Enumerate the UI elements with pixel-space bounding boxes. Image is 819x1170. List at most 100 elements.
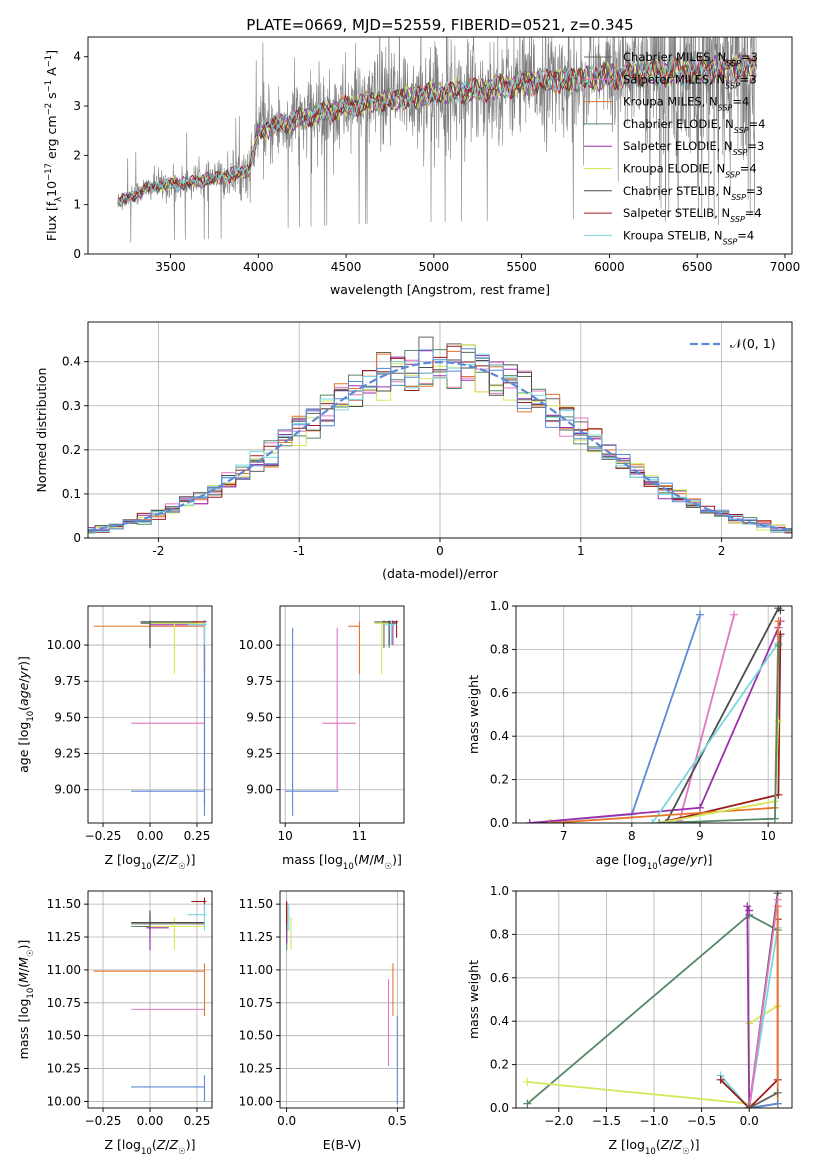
y-tick-label: 10.25	[239, 1062, 273, 1076]
y-tick-label: 9.75	[54, 674, 81, 688]
label-part: yr	[689, 852, 703, 867]
label-part: (	[658, 852, 663, 867]
mass-weight-line	[748, 899, 779, 1108]
y-tick-label: 10.25	[47, 1062, 81, 1076]
label-part: ☉	[384, 862, 392, 872]
label-part: )]	[186, 852, 196, 867]
data-point-marker	[774, 717, 783, 726]
legend-tail: =4	[732, 95, 749, 109]
y-tick-label: 0.2	[490, 773, 509, 787]
x-tick-label: −1.0	[639, 1114, 668, 1128]
label-part: /	[686, 852, 691, 867]
model-spectrum-line	[117, 52, 757, 205]
label-part: age [log	[16, 722, 31, 773]
x-tick-label: 8	[628, 829, 636, 843]
y-tick-label: 10.50	[239, 1029, 273, 1043]
legend-sub: SSP	[723, 237, 738, 246]
x-tick-label: 1	[577, 544, 585, 558]
x-tick-label: 0	[436, 544, 444, 558]
label-part: /	[669, 1137, 674, 1152]
y-tick-label: 9.50	[246, 710, 273, 724]
y-tick-label: 11.25	[47, 930, 81, 944]
label-part: mass [log	[16, 999, 31, 1060]
mass-weight-line	[526, 913, 779, 1105]
label-part: 10	[26, 988, 36, 999]
x-axis-label: Z [log10(Z/Z☉)]	[105, 852, 196, 872]
data-point-marker	[525, 819, 534, 823]
label-part: Z [log	[105, 1137, 141, 1152]
x-tick-label: 0.25	[184, 829, 211, 843]
mass-weight-line	[651, 636, 781, 823]
label-part: ☉	[682, 1147, 690, 1157]
data-point-marker	[773, 895, 782, 904]
y-tick-label: 10.00	[47, 1094, 81, 1108]
data-point-marker	[696, 610, 704, 619]
label-part: 10	[141, 862, 152, 872]
y-axis-label: age [log10(age/yr)]	[16, 656, 36, 773]
x-tick-label: 10	[278, 829, 293, 843]
y-tick-label: 11.50	[239, 897, 273, 911]
label-part: (	[152, 852, 157, 867]
x-tick-label: 7000	[770, 260, 801, 274]
legend-sub: SSP	[730, 215, 745, 224]
legend-text: Kroupa ELODIE, N	[623, 162, 725, 176]
legend-sub: SSP	[733, 148, 748, 157]
label-part: ]	[44, 50, 59, 55]
y-tick-label: 10.00	[47, 638, 81, 652]
y-tick-label: 0.6	[490, 971, 509, 985]
y-tick-label: 0.2	[490, 1058, 509, 1072]
label-part: λ	[54, 197, 64, 202]
legend-tail: =4	[737, 228, 754, 242]
x-axis-label: age [log10(age/yr)]	[596, 852, 713, 872]
label-part: yr	[16, 665, 31, 679]
label-part: Normed distribution	[34, 368, 49, 493]
label-part: age	[663, 852, 687, 867]
label-part: M	[16, 957, 31, 968]
label-part: age [log	[596, 852, 647, 867]
y-tick-label: 0.8	[490, 642, 509, 656]
mass-weight-line	[658, 634, 782, 823]
y-tick-label: 9.75	[246, 674, 273, 688]
x-tick-label: 2	[718, 544, 726, 558]
label-part: erg cm	[44, 115, 59, 163]
legend-text: Kroupa MILES, N	[623, 95, 718, 109]
mass-weight-line	[529, 620, 782, 823]
y-tick-label: 10.00	[239, 1094, 273, 1108]
label-part: /	[165, 852, 170, 867]
legend-text: Chabrier STELIB, N	[623, 184, 731, 198]
data-point-marker	[774, 641, 783, 650]
label-part: ☉	[26, 949, 36, 957]
y-tick-label: 3	[73, 99, 81, 113]
y-tick-label: 9.00	[54, 783, 81, 797]
y-tick-label: 0.8	[490, 927, 509, 941]
y-tick-label: 9.00	[246, 783, 273, 797]
x-tick-label: 0.00	[137, 829, 164, 843]
x-axis-label: Z [log10(Z/Z☉)]	[609, 1137, 700, 1157]
data-point-marker	[773, 1099, 782, 1108]
axes-frame	[515, 605, 793, 824]
y-tick-label: 0.1	[62, 487, 81, 501]
x-tick-label: -1	[293, 544, 305, 558]
y-tick-label: 11.00	[239, 963, 273, 977]
model-spectrum-line	[117, 54, 757, 204]
legend-label: Kroupa STELIB, NSSP=4	[623, 228, 754, 246]
y-tick-label: 11.50	[47, 897, 81, 911]
y-tick-label: 2	[73, 148, 81, 162]
y-axis-label: Flux [fλ10−17 erg cm−2 s−1 A−1]	[44, 50, 64, 241]
x-tick-label: 11	[352, 829, 367, 843]
legend-tail: =4	[749, 117, 766, 131]
mass-weight-line	[527, 1005, 779, 1105]
plot-area	[117, 37, 758, 243]
y-tick-label: 1	[73, 198, 81, 212]
mass-weight-line	[748, 1092, 779, 1108]
legend-sub: SSP	[718, 103, 733, 112]
label-part: Z	[169, 1137, 179, 1152]
y-tick-label: 0.4	[62, 355, 81, 369]
legend-text: Salpeter STELIB, N	[623, 206, 730, 220]
label-part: Z	[673, 1137, 683, 1152]
x-axis-label: wavelength [Angstrom, rest frame]	[330, 282, 550, 297]
data-point-marker	[523, 1099, 532, 1108]
plot-area	[525, 606, 785, 823]
label-part: /	[369, 852, 374, 867]
